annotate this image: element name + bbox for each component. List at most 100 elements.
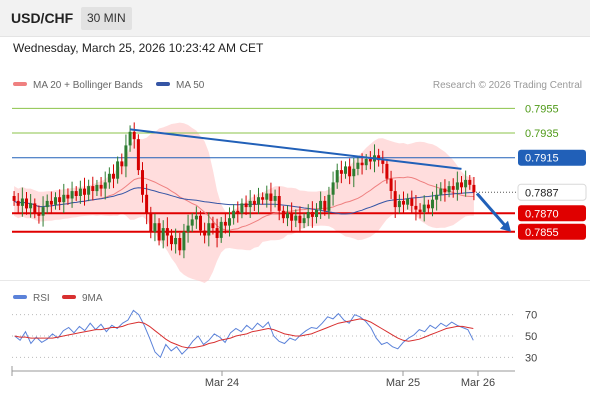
ma20-swatch — [13, 82, 27, 87]
candle-body — [331, 182, 335, 195]
candle-body — [116, 161, 120, 179]
candle-body — [128, 131, 132, 146]
candle-body — [199, 215, 202, 231]
candle-body — [41, 207, 45, 216]
candle-body — [91, 186, 95, 191]
candle-body — [257, 197, 260, 205]
level-label-0.7955: 0.7955 — [525, 103, 559, 115]
candle-body — [464, 179, 468, 188]
ma20-label: MA 20 + Bollinger Bands — [33, 80, 143, 91]
candle-body — [132, 131, 136, 140]
candle-body — [323, 200, 327, 211]
level-label-0.7870: 0.7870 — [525, 208, 559, 220]
candle-body — [37, 213, 41, 216]
candle-body — [54, 197, 57, 205]
rsi-ma-legend-label: 9MA — [82, 293, 103, 304]
candle-body — [389, 178, 393, 191]
chart-header: USD/CHF 30 MIN — [0, 0, 590, 37]
candle-body — [385, 163, 389, 179]
candle-body — [356, 162, 360, 169]
candle-body — [422, 204, 426, 212]
candle-body — [451, 186, 455, 190]
candle-body — [381, 160, 385, 164]
credit-label: Research © 2026 Trading Central — [432, 80, 582, 91]
candle-body — [315, 209, 318, 217]
last-price-tag — [517, 183, 587, 201]
projection-arrow-head — [500, 220, 511, 232]
candle-body — [281, 210, 285, 219]
candle-body — [277, 196, 281, 211]
candle-body — [83, 188, 86, 195]
candle-body — [472, 184, 476, 193]
rsi-line — [14, 309, 474, 359]
candle-body — [124, 145, 128, 167]
level-tag-0.7870 — [518, 205, 586, 222]
candle-body — [62, 194, 66, 203]
candle-body — [161, 228, 165, 241]
candle-body — [364, 159, 368, 166]
x-tick-label: Mar 24 — [205, 377, 239, 389]
candle-body — [232, 210, 236, 219]
rsi-ma-line — [14, 318, 474, 349]
candle-body — [215, 228, 219, 238]
rsi-tick-50: 50 — [525, 331, 537, 343]
x-tick-label: Mar 25 — [386, 377, 420, 389]
level-label-0.7855: 0.7855 — [525, 227, 559, 239]
candle-body — [410, 198, 414, 206]
candle-body — [302, 218, 306, 224]
candle-body — [418, 209, 422, 213]
candle-body — [182, 231, 186, 251]
candle-body — [335, 170, 339, 183]
candle-body — [460, 182, 463, 188]
candle-body — [70, 191, 74, 199]
candle-body — [339, 170, 343, 174]
candle-body — [286, 213, 289, 219]
candle-body — [178, 238, 182, 251]
legend-ma20: MA 20 + Bollinger Bands — [13, 80, 143, 91]
candle-body — [141, 170, 144, 195]
candle-body — [228, 218, 231, 226]
candle-body — [443, 188, 447, 193]
candle-body — [136, 139, 140, 171]
candle-body — [25, 198, 28, 209]
candle-body — [103, 182, 107, 189]
ma50-swatch — [156, 82, 170, 87]
candle-body — [377, 155, 381, 161]
candle-body — [153, 223, 157, 232]
candle-body — [95, 184, 99, 192]
candle-body — [145, 194, 149, 214]
candle-body — [439, 188, 443, 195]
legend-rsi: RSI — [13, 293, 50, 304]
candle-body — [455, 182, 459, 190]
candle-body — [236, 210, 240, 214]
candle-body — [294, 215, 298, 221]
candle-body — [33, 203, 37, 214]
datetime-label: Wednesday, March 25, 2026 10:23:42 AM CE… — [13, 41, 264, 55]
trendline — [129, 128, 462, 170]
legend-rsi-ma: 9MA — [62, 293, 103, 304]
candle-body — [360, 162, 364, 166]
candle-body — [406, 198, 410, 205]
candle-body — [29, 203, 33, 209]
candle-body — [269, 193, 273, 201]
candle-body — [219, 221, 223, 238]
rsi-swatch — [13, 295, 27, 300]
rsi-legend-label: RSI — [33, 293, 50, 304]
candle-body — [165, 228, 169, 236]
candle-body — [298, 215, 302, 224]
candle-body — [66, 194, 70, 199]
candle-body — [244, 203, 248, 208]
candle-body — [348, 166, 352, 177]
candle-body — [310, 212, 314, 217]
rsi-ma-swatch — [62, 295, 76, 300]
candle-body — [190, 219, 194, 226]
candle-body — [252, 200, 256, 205]
timeframe-button[interactable]: 30 MIN — [81, 7, 132, 30]
candle-body — [393, 191, 397, 208]
candle-body — [58, 197, 62, 203]
rsi-tick-30: 30 — [525, 352, 537, 364]
candle-body — [265, 193, 269, 200]
candle-body — [426, 204, 430, 209]
candle-body — [290, 213, 294, 221]
